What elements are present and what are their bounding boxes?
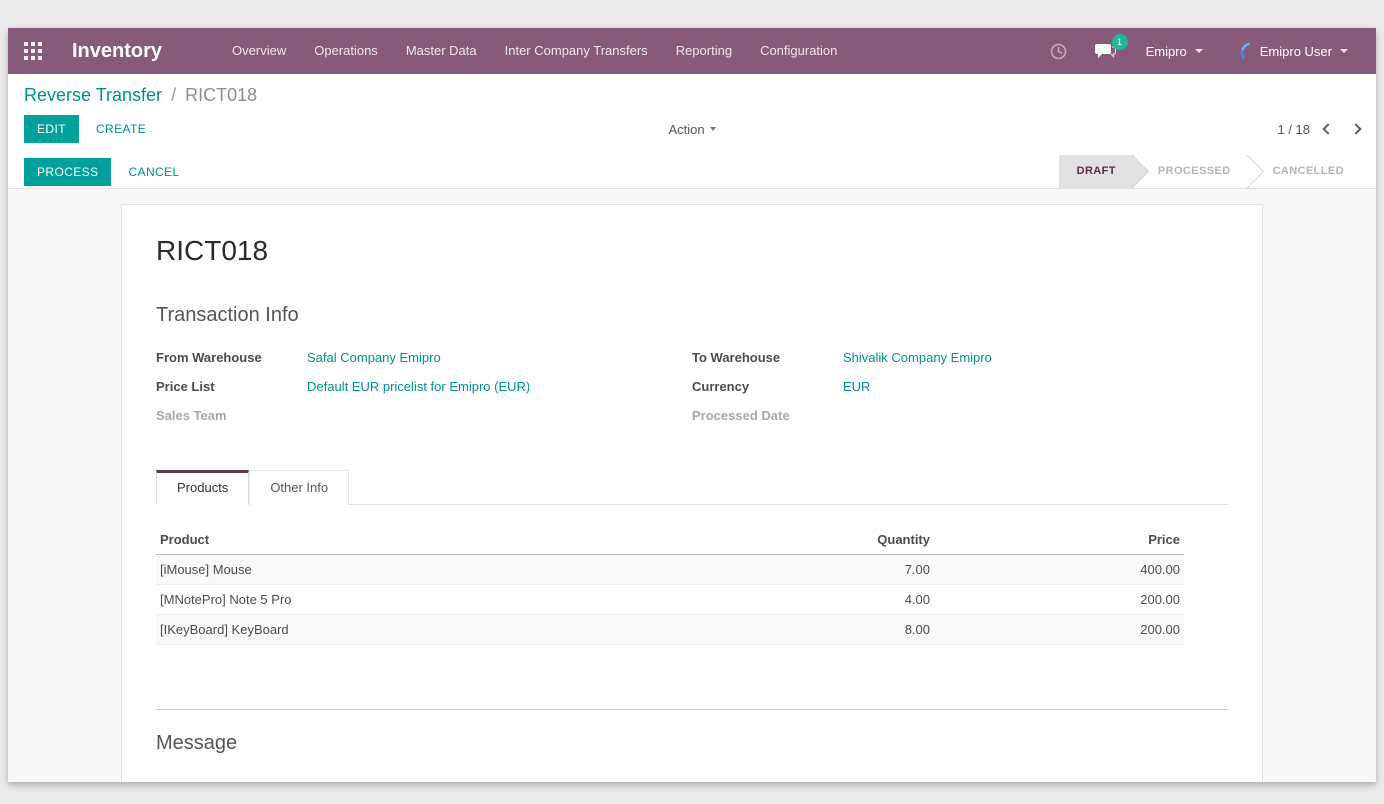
nav-item-inter-company-transfers[interactable]: Inter Company Transfers (504, 43, 648, 58)
tab-other-info[interactable]: Other Info (249, 470, 350, 505)
action-menu[interactable]: Action (668, 121, 716, 137)
nav-item-overview[interactable]: Overview (232, 43, 287, 58)
create-button[interactable]: CREATE (85, 115, 157, 143)
field-label: From Warehouse (156, 350, 262, 365)
to-warehouse-link[interactable]: Shivalik Company Emipro (843, 350, 992, 365)
field-label: Sales Team (156, 408, 227, 423)
price-cell: 400.00 (934, 554, 1184, 585)
product-cell: [IKeyBoard] KeyBoard (156, 614, 752, 645)
nav-item-reporting[interactable]: Reporting (675, 43, 733, 58)
status-bar: DRAFT PROCESSED CANCELLED (1058, 155, 1360, 188)
field-price-list: Price List Default EUR pricelist for Emi… (156, 379, 692, 397)
table-row[interactable]: [MNotePro] Note 5 Pro 4.00 200.00 (156, 584, 1184, 615)
user-menu-label: Emipro User (1259, 43, 1332, 59)
cancel-button[interactable]: CANCEL (117, 158, 190, 186)
field-grid: From Warehouse Safal Company Emipro Pric… (156, 350, 1228, 437)
state-cancelled[interactable]: CANCELLED (1246, 155, 1360, 188)
nav-item-operations[interactable]: Operations (314, 43, 378, 58)
quantity-cell: 4.00 (752, 584, 934, 615)
from-warehouse-link[interactable]: Safal Company Emipro (307, 350, 441, 365)
apps-grid-icon[interactable] (24, 42, 42, 60)
app-title[interactable]: Inventory (72, 39, 163, 62)
currency-link[interactable]: EUR (843, 379, 871, 394)
breadcrumb-parent-link[interactable]: Reverse Transfer (24, 85, 163, 105)
notebook-tabs: Products Other Info (156, 469, 1228, 505)
column-product[interactable]: Product (156, 525, 752, 555)
field-processed-date: Processed Date (692, 408, 1228, 426)
sheet-divider (156, 709, 1228, 710)
column-quantity[interactable]: Quantity (752, 525, 934, 555)
status-button-row: PROCESS CANCEL DRAFT PROCESSED CANCELLED (8, 155, 1376, 189)
company-menu[interactable]: Emipro (1134, 44, 1215, 59)
tab-products[interactable]: Products (156, 470, 250, 505)
chevron-down-icon (709, 127, 716, 131)
state-processed[interactable]: PROCESSED (1131, 155, 1247, 188)
breadcrumb: Reverse Transfer / RICT018 (24, 85, 1360, 106)
top-navbar: Inventory Overview Operations Master Dat… (8, 28, 1376, 74)
activities-clock-icon[interactable] (1040, 43, 1077, 60)
field-from-warehouse: From Warehouse Safal Company Emipro (156, 350, 692, 368)
edit-button[interactable]: EDIT (24, 115, 79, 143)
field-label: To Warehouse (692, 350, 781, 365)
pager-previous-icon[interactable] (1322, 123, 1334, 135)
product-cell: [MNotePro] Note 5 Pro (156, 584, 752, 615)
control-panel: Reverse Transfer / RICT018 EDIT CREATE A… (8, 74, 1376, 155)
pager-next-icon[interactable] (1350, 123, 1362, 135)
table-row[interactable]: [iMouse] Mouse 7.00 400.00 (156, 554, 1184, 585)
breadcrumb-current: RICT018 (185, 85, 258, 105)
messages-chat-icon[interactable]: 1 (1085, 33, 1128, 60)
field-sales-team: Sales Team (156, 408, 692, 426)
products-table: Product Quantity Price [iMouse] Mouse 7.… (156, 525, 1184, 645)
state-draft[interactable]: DRAFT (1058, 155, 1132, 188)
price-cell: 200.00 (934, 614, 1184, 645)
column-price[interactable]: Price (934, 525, 1184, 555)
table-row[interactable]: [IKeyBoard] KeyBoard 8.00 200.00 (156, 614, 1184, 645)
action-menu-label: Action (668, 121, 705, 137)
form-sheet: RICT018 Transaction Info From Warehouse … (121, 204, 1263, 782)
message-count-badge: 1 (1111, 33, 1128, 50)
chevron-down-icon (1194, 49, 1203, 53)
field-label: Currency (692, 379, 750, 394)
breadcrumb-separator: / (171, 85, 177, 105)
form-view: RICT018 Transaction Info From Warehouse … (8, 189, 1376, 782)
price-list-link[interactable]: Default EUR pricelist for Emipro (EUR) (307, 379, 531, 394)
record-title: RICT018 (156, 235, 269, 266)
quantity-cell: 8.00 (752, 614, 934, 645)
nav-item-configuration[interactable]: Configuration (760, 43, 838, 58)
navbar-right: 1 Emipro Emipro User (1040, 33, 1360, 61)
field-currency: Currency EUR (692, 379, 1228, 397)
company-menu-label: Emipro (1145, 43, 1187, 59)
message-heading: Message (156, 732, 238, 754)
app-window: Inventory Overview Operations Master Dat… (8, 28, 1376, 782)
user-menu[interactable]: Emipro User (1223, 42, 1360, 61)
process-button[interactable]: PROCESS (24, 157, 112, 186)
field-label: Price List (156, 379, 215, 394)
field-label: Processed Date (692, 408, 790, 423)
pager-value[interactable]: 1 / 18 (1277, 121, 1311, 137)
chevron-down-icon (1340, 49, 1348, 53)
quantity-cell: 7.00 (752, 554, 934, 585)
transaction-info-heading: Transaction Info (156, 304, 299, 326)
product-cell: [iMouse] Mouse (156, 554, 752, 585)
user-avatar (1235, 42, 1254, 61)
field-to-warehouse: To Warehouse Shivalik Company Emipro (692, 350, 1228, 368)
products-table-header: Product Quantity Price (156, 525, 1184, 555)
nav-item-master-data[interactable]: Master Data (405, 43, 477, 58)
price-cell: 200.00 (934, 584, 1184, 615)
